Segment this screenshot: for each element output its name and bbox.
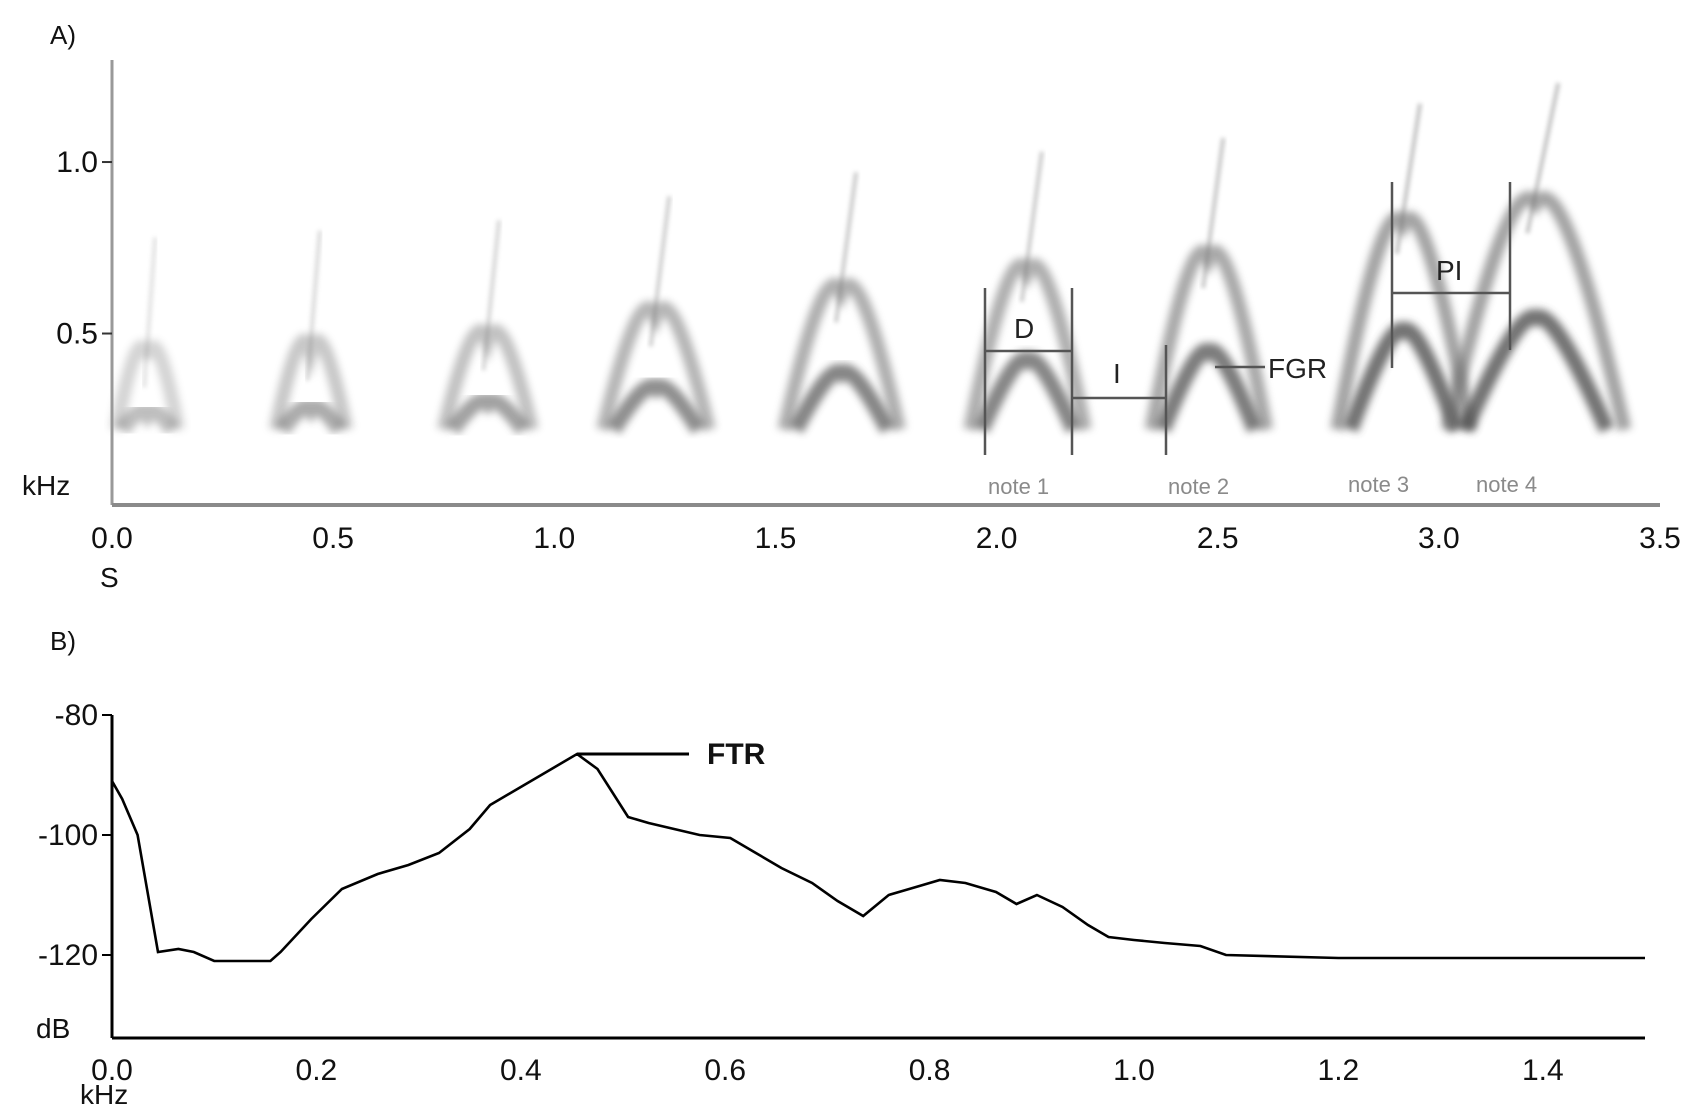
spectrogram-x-tick-label: 3.0 — [1418, 522, 1460, 555]
spectrogram-note — [596, 196, 716, 434]
spectrogram-panel: A) 0.5 1.0 0.0 0.5 1.0 1.5 2.0 2.5 3.0 3.5 kHz S… — [22, 20, 1681, 593]
spectrum-x-tick-label: 0.2 — [296, 1054, 338, 1087]
spectrogram-y-label: kHz — [22, 470, 70, 501]
spectrum-x-tick-label: 0.8 — [909, 1054, 951, 1087]
sweep-streak — [1201, 137, 1226, 289]
panel-a-label: A) — [50, 20, 76, 50]
spectrum-y-tick-label: -100 — [38, 819, 98, 852]
spectrogram-note — [1440, 82, 1632, 433]
spectrogram-note — [436, 220, 539, 435]
spectrum-y-tick-label: -80 — [55, 699, 98, 732]
sweep-streak — [481, 220, 501, 371]
duration-bracket — [983, 288, 1074, 455]
spectrogram-notes — [109, 82, 1632, 435]
spectrogram-x-tick-label: 3.5 — [1639, 522, 1681, 555]
period-interval-bracket — [1390, 182, 1512, 368]
sweep-streak — [834, 172, 859, 323]
sweep-streak — [648, 196, 672, 347]
sweep-streak — [1019, 151, 1044, 303]
spectrogram-note — [109, 237, 186, 435]
spectrogram-note — [963, 151, 1092, 433]
period-interval-label: PI — [1436, 255, 1462, 286]
sweep-streak — [305, 230, 322, 381]
fundamental-arch — [116, 402, 179, 435]
spectrogram-y-tick-label: 0.5 — [56, 318, 98, 351]
spectrum-x-tick-label: 0.4 — [500, 1054, 542, 1087]
sweep-streak — [142, 237, 158, 388]
spectrum-x-tick-label: 1.2 — [1318, 1054, 1360, 1087]
spectrogram-note — [777, 172, 907, 434]
note-1-label: note 1 — [988, 474, 1049, 499]
spectrogram-x-label: S — [100, 562, 119, 593]
spectrogram-x-tick-label: 1.0 — [533, 522, 575, 555]
fgr-label: FGR — [1268, 353, 1327, 384]
sweep-streak — [1394, 103, 1423, 255]
spectrogram-x-tick-label: 0.5 — [312, 522, 354, 555]
spectrum-y-label: dB — [36, 1013, 70, 1044]
spectrogram-x-ticks: 0.0 0.5 1.0 1.5 2.0 2.5 3.0 3.5 — [91, 522, 1681, 555]
fundamental-arch — [1342, 322, 1465, 433]
fundamental-arch — [974, 351, 1081, 433]
spectrum-panel: B) -80-100-120 0.0 0.2 0.4 0.6 0.8 1.0 1.2 1.4 … — [36, 626, 1645, 1110]
fundamental-arch — [446, 392, 530, 435]
spectrogram-y-tick-label: 1.0 — [56, 146, 98, 179]
spectrum-line — [110, 752, 1645, 963]
spectrum-x-tick-label: 1.4 — [1522, 1054, 1564, 1087]
note-2-label: note 2 — [1168, 474, 1229, 499]
sweep-streak — [1525, 82, 1561, 234]
spectrum-y-tick-label: -120 — [38, 939, 98, 972]
note-3-label: note 3 — [1348, 472, 1409, 497]
interval-label: I — [1113, 358, 1121, 389]
note-4-label: note 4 — [1476, 472, 1537, 497]
spectrogram-x-tick-label: 2.0 — [976, 522, 1018, 555]
fundamental-arch — [1155, 343, 1263, 433]
spectrum-x-tick-label: 1.0 — [1113, 1054, 1155, 1087]
spectrogram-note — [268, 230, 354, 435]
panel-b-label: B) — [50, 626, 76, 656]
spectrum-x-label: kHz — [80, 1079, 128, 1110]
fundamental-arch — [1458, 309, 1615, 433]
duration-label: D — [1014, 313, 1034, 344]
spectrogram-x-tick-label: 0.0 — [91, 522, 133, 555]
spectrogram-note — [1144, 137, 1274, 433]
ftr-label: FTR — [707, 738, 766, 771]
spectrum-x-ticks: 0.0 0.2 0.4 0.6 0.8 1.0 1.2 1.4 — [91, 1054, 1564, 1087]
spectrogram-y-ticks: 0.5 1.0 — [56, 146, 112, 351]
fundamental-arch — [788, 363, 895, 434]
spectrogram-x-tick-label: 1.5 — [755, 522, 797, 555]
spectrum-x-tick-label: 0.6 — [704, 1054, 746, 1087]
spectrogram-note — [1330, 103, 1477, 433]
spectrogram-x-tick-label: 2.5 — [1197, 522, 1239, 555]
fundamental-arch — [276, 399, 346, 435]
spectrum-x-tick-label: 0.0 — [91, 1054, 133, 1087]
fundamental-arch — [606, 378, 706, 434]
interval-bracket — [1072, 345, 1168, 455]
spectrum-y-ticks: -80 -100 -120 — [38, 699, 112, 972]
